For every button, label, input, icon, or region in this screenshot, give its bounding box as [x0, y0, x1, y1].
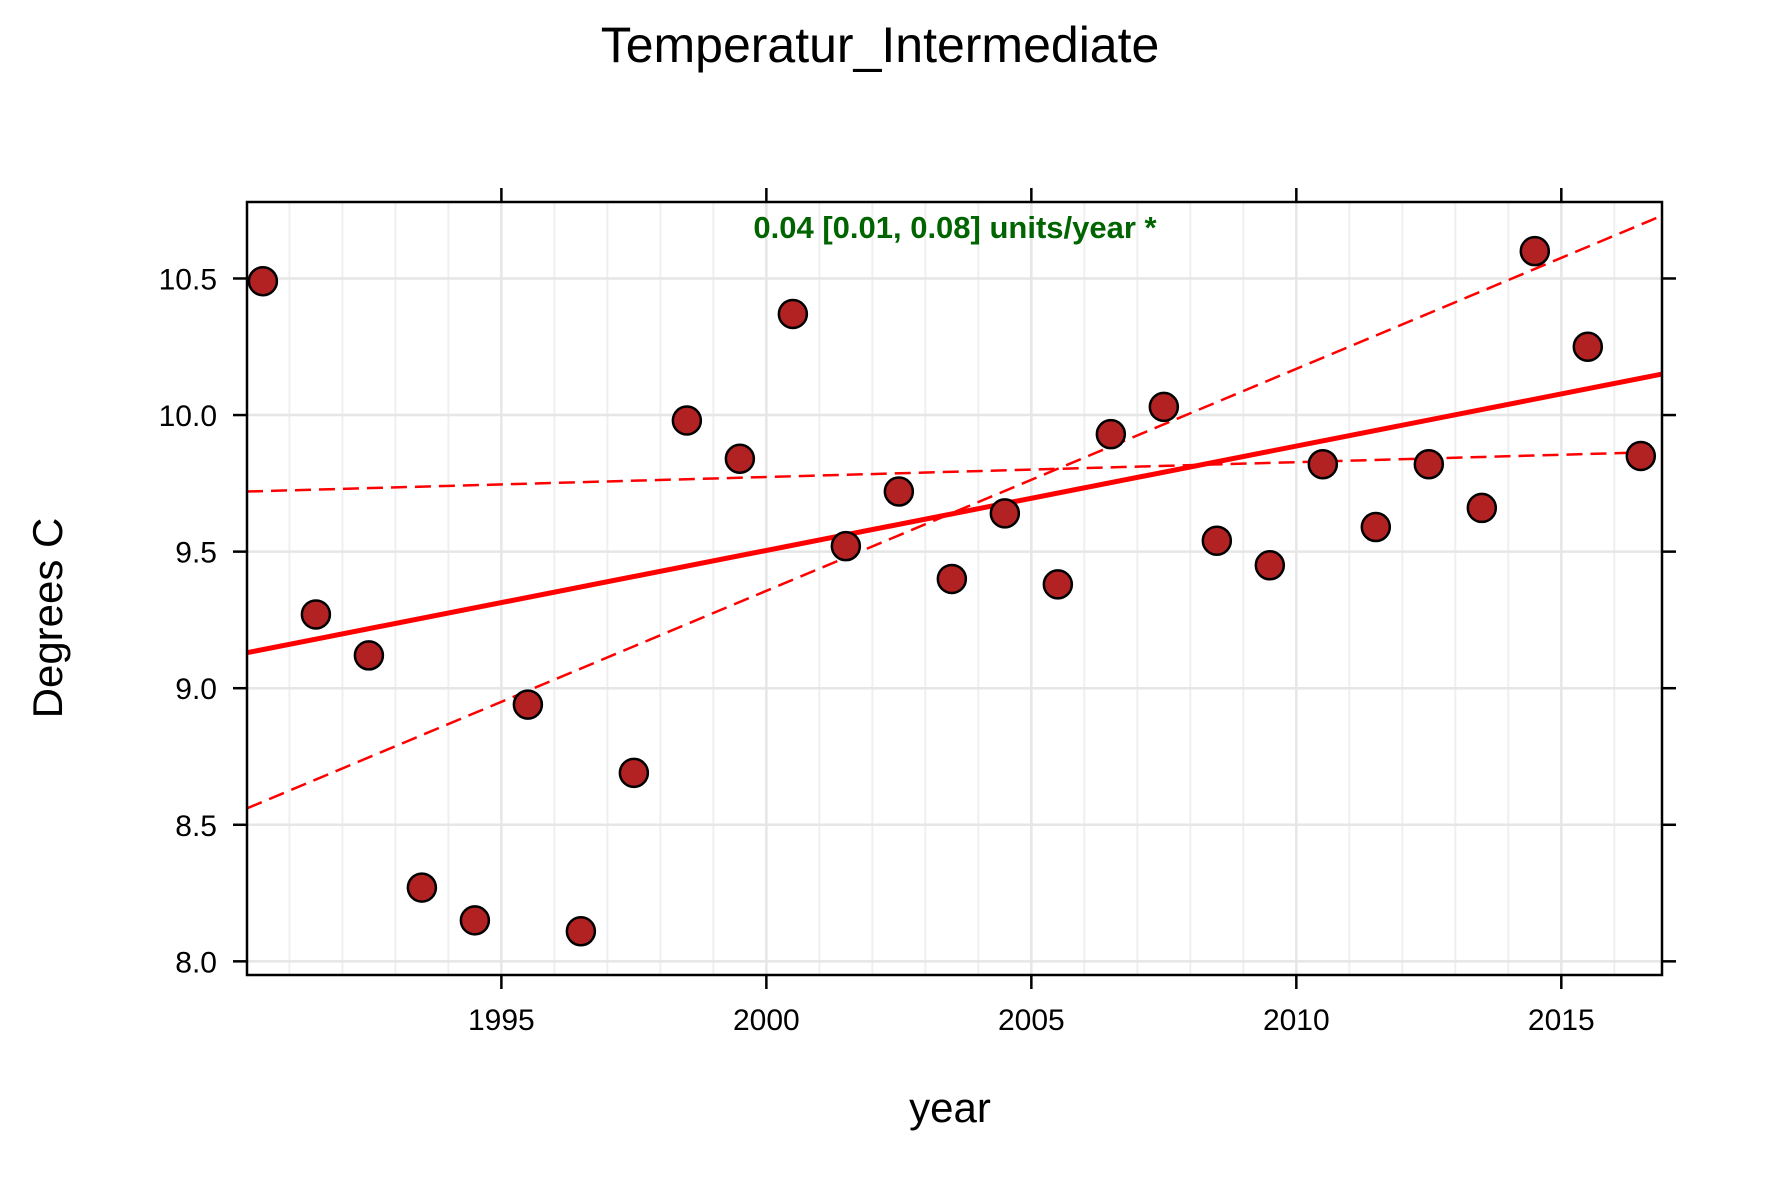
- data-point: [247, 265, 279, 297]
- upper-bound-line: [247, 214, 1662, 810]
- trend-annotation: 0.04 [0.01, 0.08] units/year *: [753, 210, 1157, 245]
- data-point: [353, 640, 385, 671]
- y-axis-title: Degrees C: [24, 518, 71, 719]
- data-point: [883, 476, 915, 507]
- data-point: [1254, 550, 1286, 581]
- data-point: [936, 563, 968, 595]
- data-point: [830, 530, 862, 562]
- x-tick-label: 2000: [733, 1004, 800, 1037]
- data-point: [1360, 511, 1392, 543]
- y-tick-label: 9.5: [175, 537, 217, 570]
- x-tick-label: 2005: [998, 1004, 1065, 1037]
- trend-lines: [247, 214, 1662, 810]
- data-point: [1042, 569, 1074, 600]
- lower-bound-line: [247, 450, 1662, 493]
- chart-title: Temperatur_Intermediate: [601, 17, 1160, 73]
- data-point: [1625, 440, 1657, 472]
- data-point: [300, 599, 332, 630]
- data-point: [1201, 525, 1233, 556]
- data-point: [1148, 391, 1180, 423]
- data-point: [989, 498, 1021, 529]
- x-axis-title: year: [909, 1084, 991, 1131]
- trend-line: [247, 371, 1662, 656]
- data-point: [1413, 448, 1445, 480]
- data-point: [565, 916, 597, 947]
- data-point: [1095, 418, 1127, 450]
- x-tick-label: 2010: [1263, 1004, 1330, 1037]
- data-points: [247, 235, 1657, 947]
- y-tick-label: 10.5: [159, 263, 217, 296]
- data-point: [512, 689, 544, 720]
- y-tick-label: 9.0: [175, 673, 217, 706]
- data-point: [777, 298, 809, 330]
- data-point: [1307, 448, 1339, 480]
- y-tick-label: 8.0: [175, 946, 217, 979]
- data-point: [671, 405, 703, 436]
- grid: [247, 202, 1662, 975]
- data-point: [459, 905, 491, 936]
- x-tick-label: 1995: [468, 1004, 535, 1037]
- axes: 1995 2000 2005 2010 2015 8.0 8.5 9.0 9.5 10.0 10.5: [159, 188, 1676, 1037]
- data-point: [1519, 235, 1551, 267]
- data-point: [406, 872, 438, 903]
- x-tick-label: 2015: [1528, 1004, 1595, 1037]
- data-point: [618, 757, 650, 789]
- data-point: [1466, 492, 1498, 524]
- y-tick-label: 10.0: [159, 400, 217, 433]
- data-point: [1572, 331, 1604, 363]
- y-tick-label: 8.5: [175, 810, 217, 843]
- plot-frame: [245, 200, 1664, 977]
- data-point: [724, 443, 756, 475]
